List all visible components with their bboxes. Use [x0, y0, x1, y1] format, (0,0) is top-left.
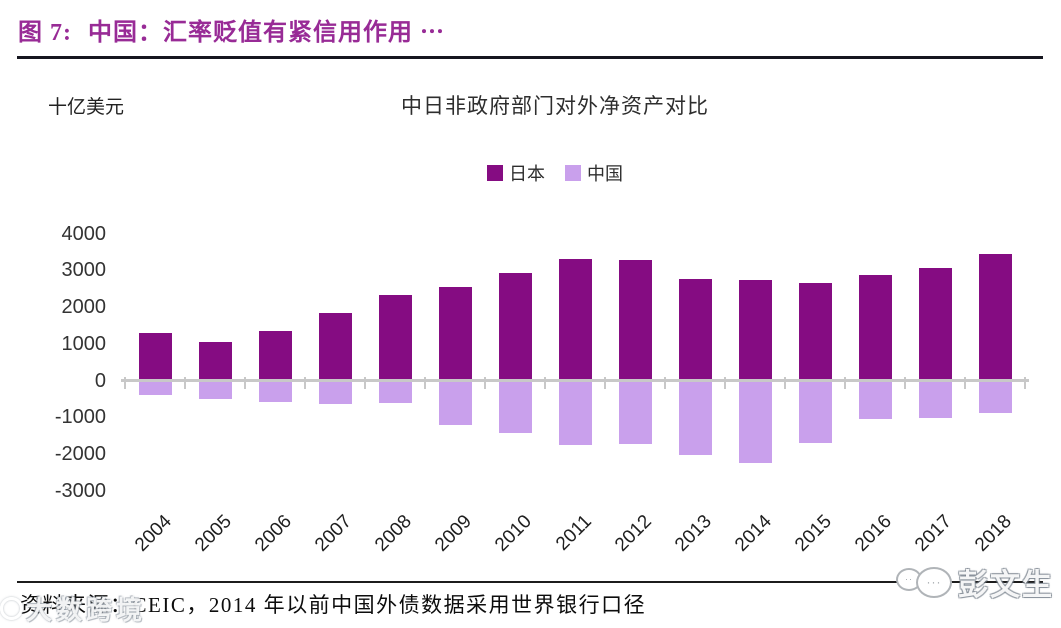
x-axis-label: 2010 [491, 511, 536, 556]
axis-tick [424, 377, 426, 389]
chart-title: 中日非政府部门对外净资产对比 [401, 95, 709, 118]
legend-label: 日本 [509, 164, 545, 184]
bar-中国-2008 [379, 382, 412, 403]
axis-tick [844, 377, 846, 389]
x-axis-label: 2005 [191, 511, 236, 556]
watermark-left-text: 大数跨境 [26, 596, 147, 625]
legend-item-中国: 中国 [565, 160, 623, 186]
axis-tick [484, 377, 486, 389]
bar-中国-2011 [559, 382, 592, 445]
watermark-right-text: 彭文生 [958, 569, 1054, 602]
y-axis-tick-label: 4000 [61, 223, 107, 245]
bar-中国-2013 [679, 382, 712, 455]
bar-日本-2018 [979, 254, 1012, 381]
x-axis-label: 2007 [311, 511, 356, 556]
y-axis-tick-label: -3000 [54, 480, 106, 502]
figure-title: 中国：汇率贬值有紧信用作用 ⋯ [88, 20, 445, 46]
bar-日本-2014 [739, 280, 772, 381]
x-axis-label: 2016 [851, 511, 896, 556]
x-axis-label: 2006 [251, 511, 296, 556]
axis-tick [964, 377, 966, 389]
x-axis-label: 2008 [371, 511, 416, 556]
y-axis-tick-label: 2000 [61, 296, 107, 318]
axis-tick [724, 377, 726, 389]
axis-tick [304, 377, 306, 389]
y-axis-tick-label: 0 [94, 370, 106, 392]
x-axis-label: 2014 [731, 511, 776, 556]
axis-tick [184, 377, 186, 389]
axis-tick [904, 377, 906, 389]
bar-中国-2009 [439, 382, 472, 425]
bar-日本-2009 [439, 287, 472, 381]
bar-日本-2005 [199, 342, 232, 381]
bar-中国-2018 [979, 382, 1012, 413]
figure-label: 图 7: [18, 20, 72, 46]
legend-item-日本: 日本 [487, 160, 545, 186]
bar-中国-2012 [619, 382, 652, 444]
x-axis-label: 2009 [431, 511, 476, 556]
x-axis-label: 2012 [611, 511, 656, 556]
legend-swatch [487, 165, 503, 181]
y-axis-tick-label: 3000 [61, 259, 107, 281]
axis-tick [544, 377, 546, 389]
chat-bubble-icon: ··· [916, 566, 952, 598]
y-axis-tick-label: -1000 [54, 406, 106, 428]
watermark-bottom-left: 大数跨境 [0, 590, 146, 627]
bar-日本-2016 [859, 275, 892, 381]
bar-中国-2015 [799, 382, 832, 443]
axis-tick [784, 377, 786, 389]
bar-日本-2013 [679, 279, 712, 381]
bar-日本-2015 [799, 283, 832, 381]
bar-日本-2006 [259, 331, 292, 381]
watermark-bottom-right: ·· ··· 彭文生 [896, 560, 1054, 604]
bar-日本-2017 [919, 268, 952, 381]
x-axis-label: 2015 [791, 511, 836, 556]
footer-divider [17, 581, 1043, 583]
bar-日本-2010 [499, 273, 532, 381]
y-axis-tick-label: -2000 [54, 443, 106, 465]
bar-日本-2007 [319, 313, 352, 381]
bar-中国-2007 [319, 382, 352, 404]
bar-中国-2010 [499, 382, 532, 433]
source-note: 资料来源：CEIC，2014 年以前中国外债数据采用世界银行口径 [20, 593, 647, 617]
x-axis-label: 2013 [671, 511, 716, 556]
axis-tick [1024, 377, 1026, 389]
bar-日本-2012 [619, 260, 652, 381]
bar-中国-2006 [259, 382, 292, 402]
figure-header: 图 7: 中国：汇率贬值有紧信用作用 ⋯ [18, 12, 445, 46]
legend-swatch [565, 165, 581, 181]
bar-中国-2005 [199, 382, 232, 399]
bar-中国-2016 [859, 382, 892, 419]
axis-tick [124, 377, 126, 389]
x-axis-line [121, 379, 1029, 382]
magnifier-icon [0, 597, 23, 620]
bar-中国-2017 [919, 382, 952, 418]
axis-tick [664, 377, 666, 389]
axis-tick [364, 377, 366, 389]
axis-tick [604, 377, 606, 389]
y-axis-tick-label: 1000 [61, 333, 107, 355]
bar-日本-2011 [559, 259, 592, 381]
chart-legend: 日本 中国 [125, 160, 985, 186]
legend-label: 中国 [587, 164, 623, 184]
axis-tick [244, 377, 246, 389]
bar-日本-2004 [139, 333, 172, 381]
x-axis-label: 2004 [131, 511, 176, 556]
header-divider [17, 56, 1043, 59]
bar-日本-2008 [379, 295, 412, 381]
bar-中国-2014 [739, 382, 772, 463]
x-axis-label: 2011 [552, 511, 596, 555]
y-axis-unit-label: 十亿美元 [48, 97, 125, 118]
bar-中国-2004 [139, 382, 172, 395]
